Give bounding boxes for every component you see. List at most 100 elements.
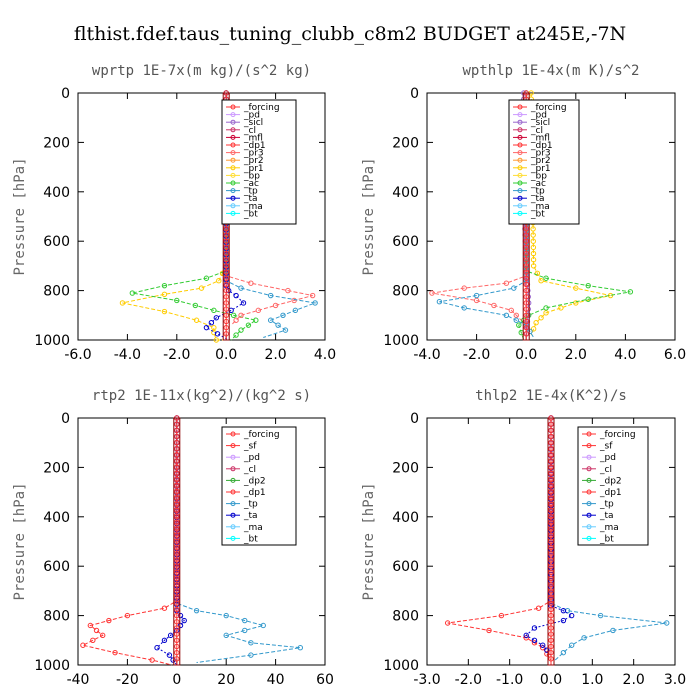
legend-marker xyxy=(517,142,523,148)
legend-marker xyxy=(230,501,236,507)
legend-label: _ac xyxy=(530,179,546,189)
data-point xyxy=(548,458,554,464)
x-tick-label: 2.0 xyxy=(623,672,645,688)
legend-label: _cl xyxy=(599,465,612,475)
data-point xyxy=(548,532,554,539)
data-point xyxy=(548,551,554,557)
data-point xyxy=(523,257,529,263)
data-point xyxy=(174,421,180,427)
data-point xyxy=(174,483,180,489)
legend-label: _forcing xyxy=(243,430,280,440)
data-point xyxy=(203,275,210,281)
x-tick-label: 60 xyxy=(316,672,334,688)
data-point xyxy=(248,652,254,658)
data-point xyxy=(248,280,254,286)
legend-entry: _tp xyxy=(513,187,545,197)
data-point xyxy=(174,563,180,569)
y-tick-label: 1000 xyxy=(383,333,419,349)
legend-label: _cl xyxy=(530,126,543,136)
data-point xyxy=(174,470,180,477)
x-tick-label: 2.0 xyxy=(565,347,587,363)
data-point xyxy=(223,226,229,232)
data-point xyxy=(538,315,544,321)
data-point xyxy=(174,297,180,304)
data-point xyxy=(223,300,229,306)
data-point xyxy=(523,331,529,337)
legend-marker xyxy=(517,134,523,140)
legend-marker xyxy=(586,466,592,472)
data-point xyxy=(568,642,575,648)
legend-label: _pd xyxy=(243,453,260,463)
data-point xyxy=(174,446,180,452)
x-tick-label: 2.0 xyxy=(264,347,286,363)
panel-title: thlp2 1E-4x(K^2)/s xyxy=(475,388,627,404)
x-tick-label: 4.0 xyxy=(614,347,636,363)
legend-label: _ta xyxy=(243,511,258,521)
legend-marker xyxy=(230,127,236,133)
data-point xyxy=(543,305,549,311)
data-point xyxy=(530,226,536,232)
legend-label: _pr1 xyxy=(243,164,264,174)
y-tick-label: 600 xyxy=(392,234,419,250)
legend-entry: _pd xyxy=(513,111,547,121)
data-point xyxy=(548,421,554,427)
legend-entry: _pr2 xyxy=(513,156,551,166)
data-point xyxy=(585,296,591,302)
legend-marker xyxy=(230,431,236,437)
panel-1: wprtp 1E-7x(m kg)/(s^2 kg) Pressure [hPa]… xyxy=(12,63,336,363)
legend-label: _sf xyxy=(599,442,613,452)
x-tick-label: 4.0 xyxy=(314,347,336,363)
series-dp1 xyxy=(80,415,180,666)
data-point xyxy=(174,612,180,619)
legend: _forcing_pd_sicl_cl_mfl_dp1_pr3_pr2_pr1_… xyxy=(508,99,580,225)
data-point xyxy=(223,324,229,331)
legend-label: _sicl xyxy=(530,118,550,128)
data-point xyxy=(213,315,220,321)
legend-label: _pd xyxy=(599,453,616,463)
data-point xyxy=(573,285,579,291)
data-point xyxy=(548,637,554,643)
legend-entry: _sf xyxy=(582,442,613,452)
data-point xyxy=(627,289,634,295)
data-point xyxy=(93,627,100,634)
legend-marker xyxy=(586,489,592,495)
data-point xyxy=(233,332,239,338)
legend-entry: _cl xyxy=(226,465,256,475)
data-point xyxy=(223,306,229,312)
data-point xyxy=(473,292,480,299)
legend-marker xyxy=(586,512,592,518)
data-point xyxy=(523,232,529,238)
data-point xyxy=(297,645,303,651)
y-tick-label: 200 xyxy=(392,460,419,476)
series-ta xyxy=(154,415,187,666)
legend-marker xyxy=(517,150,523,156)
legend: _forcing_pd_sicl_cl_mfl_dp1_pr3_pr2_pr1_… xyxy=(221,99,297,225)
data-point xyxy=(568,612,575,619)
data-point xyxy=(523,306,529,312)
data-point xyxy=(238,285,244,291)
data-point xyxy=(203,324,210,331)
legend: _forcing _sf_pd _cl_dp2 _dp1 _tp_ta _ma_bt xyxy=(221,426,297,546)
x-tick-label: 0.0 xyxy=(540,672,562,688)
data-point xyxy=(503,312,510,318)
panel-4: thlp2 1E-4x(K^2)/s Pressure [hPa] -3.0 -2.0… xyxy=(361,388,686,688)
y-tick-label: 0 xyxy=(410,86,419,102)
data-point xyxy=(208,320,215,326)
data-point xyxy=(291,297,297,304)
legend-label: _ac xyxy=(243,179,259,189)
data-point xyxy=(211,324,217,331)
data-point xyxy=(523,275,529,281)
series-line xyxy=(523,93,530,341)
legend-entry: _tp xyxy=(226,500,258,510)
data-point xyxy=(193,607,200,614)
legend-marker xyxy=(586,431,592,437)
series-line xyxy=(176,418,301,664)
legend-marker xyxy=(517,104,523,110)
data-point xyxy=(119,300,126,306)
legend-entry: _dp1 xyxy=(226,141,266,151)
data-point xyxy=(548,612,554,619)
data-point xyxy=(106,617,112,624)
data-point xyxy=(223,331,229,337)
data-point xyxy=(174,489,180,495)
data-point xyxy=(174,582,180,588)
